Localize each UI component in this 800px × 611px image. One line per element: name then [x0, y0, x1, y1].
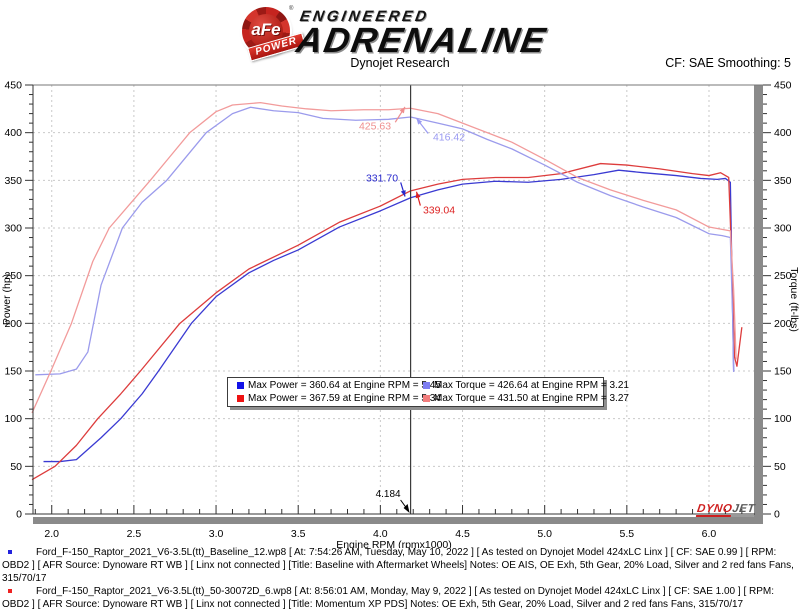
svg-text:200: 200 [4, 318, 22, 330]
dynojet-logo-jet: JET [731, 503, 756, 517]
dyno-chart-plot[interactable]: 4.184 425.63 416.42 331.70 339.04 2.0 2.5 3.0 3.… [0, 0, 800, 549]
chart-legend: Max Power = 360.64 at Engine RPM = 5.45 … [227, 377, 629, 407]
legend-item-momentum-power: Max Power = 367.59 at Engine RPM = 5.34 [237, 392, 441, 405]
run-text: Ford_F-150_Raptor_2021_V6-3.5L(tt)_Basel… [2, 547, 794, 584]
svg-text:150: 150 [774, 366, 792, 378]
legend-item-baseline-torque: Max Torque = 426.64 at Engine RPM = 3.21 [423, 379, 629, 392]
run-bullet-momentum [8, 589, 12, 593]
run-text: Ford_F-150_Raptor_2021_V6-3.5L(tt)_50-30… [2, 586, 775, 610]
dynojet-logo-dyno: DYNO [695, 503, 734, 517]
svg-text:50: 50 [10, 461, 22, 473]
svg-text:300: 300 [774, 223, 792, 235]
run-info-momentum: Ford_F-150_Raptor_2021_V6-3.5L(tt)_50-30… [2, 585, 798, 611]
svg-text:Engine RPM (rpmx1000): Engine RPM (rpmx1000) [336, 539, 452, 548]
svg-text:150: 150 [4, 366, 22, 378]
svg-text:4.184: 4.184 [376, 489, 401, 500]
svg-text:400: 400 [774, 127, 792, 139]
legend-item-baseline-power: Max Power = 360.64 at Engine RPM = 5.45 [237, 379, 441, 392]
svg-text:2.5: 2.5 [127, 528, 142, 540]
svg-text:0: 0 [774, 509, 780, 521]
registered-mark: ® [289, 6, 294, 12]
dynojet-logo: DYNOJET [695, 503, 756, 517]
svg-text:416.42: 416.42 [433, 132, 465, 144]
svg-text:Torque (ft-lbs): Torque (ft-lbs) [788, 267, 800, 332]
afe-logo-text: aFe [251, 20, 281, 39]
legend-label: Max Torque = 426.64 at Engine RPM = 3.21 [434, 380, 629, 391]
run-info-baseline: Ford_F-150_Raptor_2021_V6-3.5L(tt)_Basel… [2, 546, 798, 585]
svg-text:5.5: 5.5 [620, 528, 635, 540]
svg-text:300: 300 [4, 223, 22, 235]
svg-text:50: 50 [774, 461, 786, 473]
cf-smoothing-label: CF: SAE Smoothing: 5 [665, 56, 791, 70]
legend-label: Max Torque = 431.50 at Engine RPM = 3.27 [434, 393, 629, 404]
svg-text:250: 250 [4, 270, 22, 282]
svg-text:4.0: 4.0 [373, 528, 388, 540]
legend-swatch-baseline-torque [423, 382, 430, 389]
svg-text:Power (hp): Power (hp) [1, 274, 13, 325]
svg-text:200: 200 [774, 318, 792, 330]
report-title: Dynojet Research [350, 56, 450, 70]
svg-text:350: 350 [4, 175, 22, 187]
svg-text:350: 350 [774, 175, 792, 187]
svg-text:250: 250 [774, 270, 792, 282]
run-bullet-baseline [8, 550, 12, 554]
svg-text:400: 400 [4, 127, 22, 139]
svg-text:425.63: 425.63 [359, 121, 391, 133]
legend-label: Max Power = 367.59 at Engine RPM = 5.34 [248, 393, 441, 404]
svg-text:339.04: 339.04 [423, 205, 455, 217]
svg-text:3.5: 3.5 [291, 528, 306, 540]
run-info-footer: Ford_F-150_Raptor_2021_V6-3.5L(tt)_Basel… [0, 546, 798, 611]
svg-text:450: 450 [4, 80, 22, 92]
svg-text:100: 100 [774, 413, 792, 425]
legend-swatch-baseline-power [237, 382, 244, 389]
svg-text:3.0: 3.0 [209, 528, 224, 540]
legend-swatch-momentum-torque [423, 395, 430, 402]
svg-text:100: 100 [4, 413, 22, 425]
svg-text:331.70: 331.70 [366, 173, 398, 185]
svg-text:6.0: 6.0 [702, 528, 717, 540]
legend-swatch-momentum-power [237, 395, 244, 402]
svg-text:5.0: 5.0 [537, 528, 552, 540]
svg-text:450: 450 [774, 80, 792, 92]
svg-text:2.0: 2.0 [44, 528, 59, 540]
svg-text:0: 0 [16, 509, 22, 521]
legend-item-momentum-torque: Max Torque = 431.50 at Engine RPM = 3.27 [423, 392, 629, 405]
svg-text:4.5: 4.5 [455, 528, 470, 540]
legend-label: Max Power = 360.64 at Engine RPM = 5.45 [248, 380, 441, 391]
